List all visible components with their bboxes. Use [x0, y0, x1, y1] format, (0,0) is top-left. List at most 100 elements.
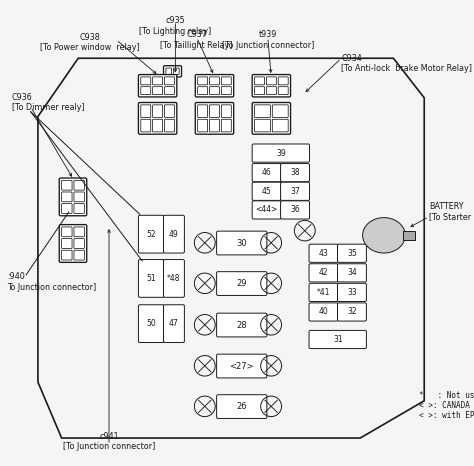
Text: 29: 29: [237, 279, 247, 288]
Text: BATTERY
[To Starter cable (T-211: BATTERY [To Starter cable (T-211: [429, 202, 474, 222]
FancyBboxPatch shape: [62, 250, 72, 260]
Ellipse shape: [363, 218, 405, 253]
FancyBboxPatch shape: [74, 204, 84, 213]
FancyBboxPatch shape: [278, 87, 288, 95]
FancyBboxPatch shape: [166, 68, 172, 75]
FancyBboxPatch shape: [59, 178, 87, 216]
FancyBboxPatch shape: [252, 75, 291, 97]
FancyBboxPatch shape: [217, 354, 267, 378]
Bar: [403, 231, 415, 240]
FancyBboxPatch shape: [210, 119, 219, 132]
FancyBboxPatch shape: [337, 283, 366, 302]
Text: 39: 39: [276, 149, 286, 158]
FancyBboxPatch shape: [217, 313, 267, 337]
Text: C936
[To Dimmer realy]: C936 [To Dimmer realy]: [12, 93, 84, 112]
FancyBboxPatch shape: [195, 103, 234, 134]
FancyBboxPatch shape: [138, 260, 164, 297]
FancyBboxPatch shape: [309, 244, 338, 262]
FancyBboxPatch shape: [153, 77, 163, 85]
FancyBboxPatch shape: [164, 66, 182, 77]
FancyBboxPatch shape: [337, 244, 366, 262]
FancyBboxPatch shape: [74, 239, 84, 248]
Text: 51: 51: [146, 274, 156, 283]
FancyBboxPatch shape: [281, 164, 310, 182]
FancyBboxPatch shape: [255, 87, 264, 95]
FancyBboxPatch shape: [62, 204, 72, 213]
FancyBboxPatch shape: [210, 77, 219, 85]
FancyBboxPatch shape: [138, 75, 177, 97]
Text: :940
To Junction connector]: :940 To Junction connector]: [7, 272, 96, 292]
FancyBboxPatch shape: [217, 231, 267, 255]
FancyBboxPatch shape: [141, 77, 151, 85]
Text: *   : Not used
< >: CANADA
< >: with EPS: * : Not used < >: CANADA < >: with EPS: [419, 391, 474, 420]
FancyBboxPatch shape: [278, 77, 288, 85]
FancyBboxPatch shape: [217, 395, 267, 418]
Text: <44>: <44>: [255, 206, 278, 214]
Text: 33: 33: [347, 288, 357, 297]
Text: 37: 37: [290, 187, 300, 196]
Text: 49: 49: [169, 230, 179, 239]
FancyBboxPatch shape: [266, 77, 276, 85]
Text: 34: 34: [347, 268, 357, 277]
FancyBboxPatch shape: [62, 239, 72, 248]
FancyBboxPatch shape: [252, 164, 281, 182]
Text: 32: 32: [347, 308, 357, 316]
Text: 31: 31: [333, 335, 343, 344]
FancyBboxPatch shape: [252, 103, 291, 134]
FancyBboxPatch shape: [62, 192, 72, 202]
Text: *48: *48: [167, 274, 181, 283]
FancyBboxPatch shape: [198, 119, 208, 132]
FancyBboxPatch shape: [141, 87, 151, 95]
FancyBboxPatch shape: [138, 103, 177, 134]
FancyBboxPatch shape: [74, 180, 84, 190]
FancyBboxPatch shape: [173, 68, 179, 75]
FancyBboxPatch shape: [62, 180, 72, 190]
FancyBboxPatch shape: [309, 264, 338, 282]
FancyBboxPatch shape: [309, 283, 338, 302]
Text: 50: 50: [146, 319, 156, 328]
FancyBboxPatch shape: [272, 119, 288, 132]
FancyBboxPatch shape: [252, 201, 281, 219]
FancyBboxPatch shape: [198, 87, 208, 95]
Text: C937
[To Taillight Relay]: C937 [To Taillight Relay]: [161, 30, 233, 50]
Text: 45: 45: [262, 187, 272, 196]
FancyBboxPatch shape: [138, 215, 164, 253]
Text: 30: 30: [237, 239, 247, 247]
FancyBboxPatch shape: [62, 227, 72, 237]
FancyBboxPatch shape: [337, 264, 366, 282]
FancyBboxPatch shape: [164, 77, 174, 85]
FancyBboxPatch shape: [153, 119, 163, 132]
FancyBboxPatch shape: [281, 182, 310, 200]
FancyBboxPatch shape: [198, 105, 208, 117]
FancyBboxPatch shape: [210, 87, 219, 95]
FancyBboxPatch shape: [266, 87, 276, 95]
FancyBboxPatch shape: [138, 305, 164, 343]
Text: 42: 42: [319, 268, 328, 277]
Text: C934
[To Anti-lock  brake Motor Relay]: C934 [To Anti-lock brake Motor Relay]: [341, 54, 472, 73]
Text: 40: 40: [319, 308, 328, 316]
Text: t939
[To Junction connector]: t939 [To Junction connector]: [222, 30, 314, 50]
Text: c935
[To Lighting relay]: c935 [To Lighting relay]: [139, 16, 211, 36]
FancyBboxPatch shape: [164, 215, 184, 253]
Text: *41: *41: [317, 288, 330, 297]
Text: 38: 38: [290, 168, 300, 177]
Text: 35: 35: [347, 249, 357, 258]
FancyBboxPatch shape: [255, 77, 264, 85]
FancyBboxPatch shape: [153, 87, 163, 95]
FancyBboxPatch shape: [198, 77, 208, 85]
FancyBboxPatch shape: [221, 119, 231, 132]
FancyBboxPatch shape: [164, 105, 174, 117]
FancyBboxPatch shape: [164, 305, 184, 343]
FancyBboxPatch shape: [74, 227, 84, 237]
Text: 28: 28: [237, 321, 247, 329]
FancyBboxPatch shape: [252, 182, 281, 200]
Text: <27>: <27>: [229, 362, 254, 370]
FancyBboxPatch shape: [252, 144, 310, 162]
FancyBboxPatch shape: [141, 119, 151, 132]
FancyBboxPatch shape: [164, 260, 184, 297]
Text: 36: 36: [290, 206, 300, 214]
FancyBboxPatch shape: [337, 303, 366, 321]
FancyBboxPatch shape: [59, 225, 87, 262]
FancyBboxPatch shape: [255, 105, 270, 117]
FancyBboxPatch shape: [153, 105, 163, 117]
